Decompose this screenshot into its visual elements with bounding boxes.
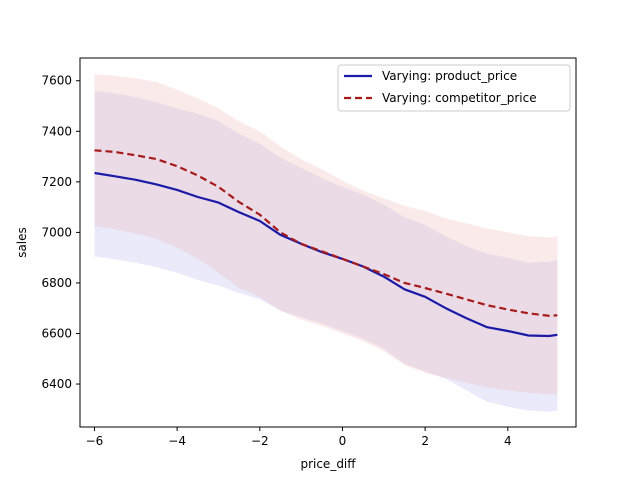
- band-varying-competitor-price: [94, 74, 558, 395]
- series-lines: [94, 149, 558, 338]
- x-axis-label: price_diff: [300, 457, 356, 471]
- y-tick-label: 7200: [41, 175, 72, 189]
- y-axis-label: sales: [15, 227, 29, 258]
- x-tick-label: 0: [339, 434, 347, 448]
- legend-frame: [337, 64, 571, 112]
- y-tick-label: 7600: [41, 74, 72, 88]
- x-tick-label: −4: [168, 434, 186, 448]
- legend-label-competitor-price: Varying: competitor_price: [382, 91, 537, 105]
- x-tick-label: −2: [251, 434, 269, 448]
- y-tick-label: 6600: [41, 326, 72, 340]
- legend: Varying: product_price Varying: competit…: [337, 64, 571, 112]
- y-tick-label: 6400: [41, 377, 72, 391]
- x-tick-label: 4: [504, 434, 512, 448]
- band-varying-product-price: [94, 90, 558, 412]
- confidence-bands: [94, 74, 558, 412]
- series-line-varying-competitor-price: [94, 149, 558, 317]
- legend-label-product-price: Varying: product_price: [382, 69, 517, 83]
- plot-frame: [79, 57, 577, 428]
- y-tick-label: 6800: [41, 276, 72, 290]
- x-axis-ticks: −6 −4 −2 0 2 4: [86, 427, 512, 448]
- y-axis-ticks: 6400 6600 6800 7000 7200 7400 7600: [41, 74, 80, 391]
- y-tick-label: 7400: [41, 124, 72, 138]
- x-tick-label: −6: [86, 434, 104, 448]
- x-tick-label: 2: [421, 434, 429, 448]
- y-tick-label: 7000: [41, 225, 72, 239]
